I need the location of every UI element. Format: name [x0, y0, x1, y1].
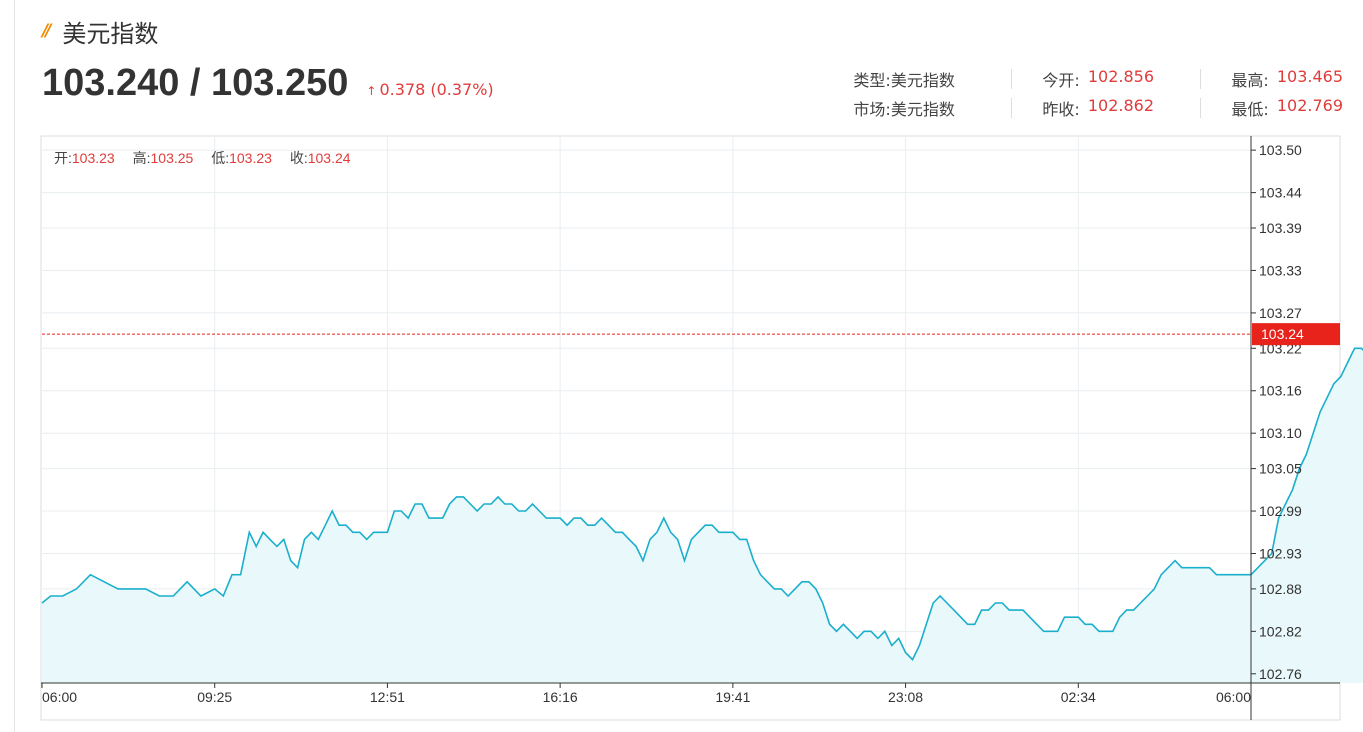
- up-arrow-icon: ↑: [366, 84, 377, 98]
- divider: [1011, 68, 1013, 89]
- divider: [1011, 97, 1013, 118]
- prev-close-value: 102.862: [1087, 95, 1154, 115]
- y-tick-label: 102.82: [1259, 623, 1302, 639]
- page-title: 美元指数: [62, 19, 159, 48]
- y-tick-label: 103.33: [1259, 262, 1302, 278]
- y-tick-label: 103.16: [1259, 383, 1302, 399]
- type-value: 美元指数: [890, 70, 955, 90]
- bid-ask-price: 103.240 / 103.250: [42, 62, 349, 104]
- quote-info-panel: 类型: 美元指数 今开: 102.856 最高: 103.465 市场: 美元指数 昨收…: [853, 64, 1343, 122]
- current-price-tag: 103.24: [1252, 323, 1340, 346]
- y-tick-label: 102.88: [1259, 581, 1302, 597]
- x-tick-label: 09:25: [197, 689, 232, 705]
- header: // 美元指数: [42, 14, 158, 48]
- y-tick-label: 103.50: [1259, 142, 1302, 158]
- type-cell: 类型: 美元指数: [853, 67, 981, 91]
- x-axis: 06:00 09:25 12:51 16:16 19:41 23:08 02:34 06:00: [41, 682, 1340, 705]
- slash-icon: //: [42, 21, 52, 41]
- y-tick-label: 103.05: [1259, 461, 1302, 477]
- market-cell: 市场: 美元指数: [853, 96, 981, 120]
- prev-close-cell: 昨收: 102.862: [1042, 96, 1170, 120]
- x-tick-label: 12:51: [370, 689, 405, 705]
- prev-close-label: 昨收:: [1042, 99, 1080, 119]
- x-tick-label: 06:00: [42, 689, 77, 705]
- ohlc-high-value: 103.25: [151, 150, 194, 166]
- ohlc-low-label: 低:: [211, 150, 229, 166]
- grid: [42, 136, 1251, 683]
- ohlc-close-label: 收:: [290, 150, 308, 166]
- y-tick-label: 102.99: [1259, 503, 1302, 519]
- ohlc-open-label: 开:: [54, 150, 72, 166]
- y-tick-label: 103.22: [1259, 340, 1302, 356]
- divider: [1200, 97, 1202, 118]
- info-row-1: 类型: 美元指数 今开: 102.856 最高: 103.465: [853, 64, 1343, 93]
- price-line: [41, 347, 1363, 661]
- ohlc-close-value: 103.24: [308, 150, 351, 166]
- y-tick-label: 102.76: [1259, 666, 1302, 682]
- high-label: 最高:: [1231, 70, 1269, 90]
- y-tick-label: 103.10: [1259, 425, 1302, 441]
- open-cell: 今开: 102.856: [1042, 67, 1170, 91]
- x-tick-label: 16:16: [543, 689, 578, 705]
- high-cell: 最高: 103.465: [1231, 67, 1343, 91]
- ohlc-open-value: 103.23: [72, 150, 115, 166]
- high-value: 103.465: [1276, 66, 1343, 86]
- left-border: [14, 0, 15, 732]
- current-price-tag-bg: [1252, 323, 1340, 346]
- x-tick-label: 06:00: [1216, 689, 1251, 705]
- ohlc-low-value: 103.23: [229, 150, 272, 166]
- area-fill: [42, 348, 1363, 683]
- info-row-2: 市场: 美元指数 昨收: 102.862 最低: 102.769: [853, 93, 1343, 122]
- divider: [1200, 68, 1202, 89]
- y-tick-label: 103.27: [1259, 305, 1302, 321]
- chart-frame: [40, 135, 1341, 721]
- open-value: 102.856: [1087, 66, 1154, 86]
- x-tick-label: 23:08: [888, 689, 923, 705]
- ohlc-readout: 开:103.23 高:103.25 低:103.23 收:103.24: [54, 150, 351, 166]
- low-label: 最低:: [1231, 99, 1269, 119]
- low-cell: 最低: 102.769: [1231, 96, 1343, 120]
- y-tick-label: 102.93: [1259, 546, 1302, 562]
- change-value: 0.378 (0.37%): [379, 80, 494, 99]
- x-tick-label: 02:34: [1061, 689, 1096, 705]
- ohlc-high-label: 高:: [133, 150, 151, 166]
- y-axis: 103.50103.44103.39103.33103.27103.22103.…: [1250, 136, 1302, 720]
- x-tick-label: 19:41: [715, 689, 750, 705]
- market-value: 美元指数: [890, 99, 955, 119]
- price-row: 103.240 / 103.250 ↑ 0.378 (0.37%): [42, 62, 494, 105]
- open-label: 今开:: [1042, 70, 1080, 90]
- y-tick-label: 103.39: [1259, 220, 1302, 236]
- market-label: 市场:: [853, 99, 891, 119]
- y-tick-label: 103.44: [1259, 185, 1302, 201]
- low-value: 102.769: [1276, 95, 1343, 115]
- type-label: 类型:: [853, 70, 891, 90]
- price-change: ↑ 0.378 (0.37%): [366, 80, 493, 99]
- current-price-tag-label: 103.24: [1261, 326, 1304, 342]
